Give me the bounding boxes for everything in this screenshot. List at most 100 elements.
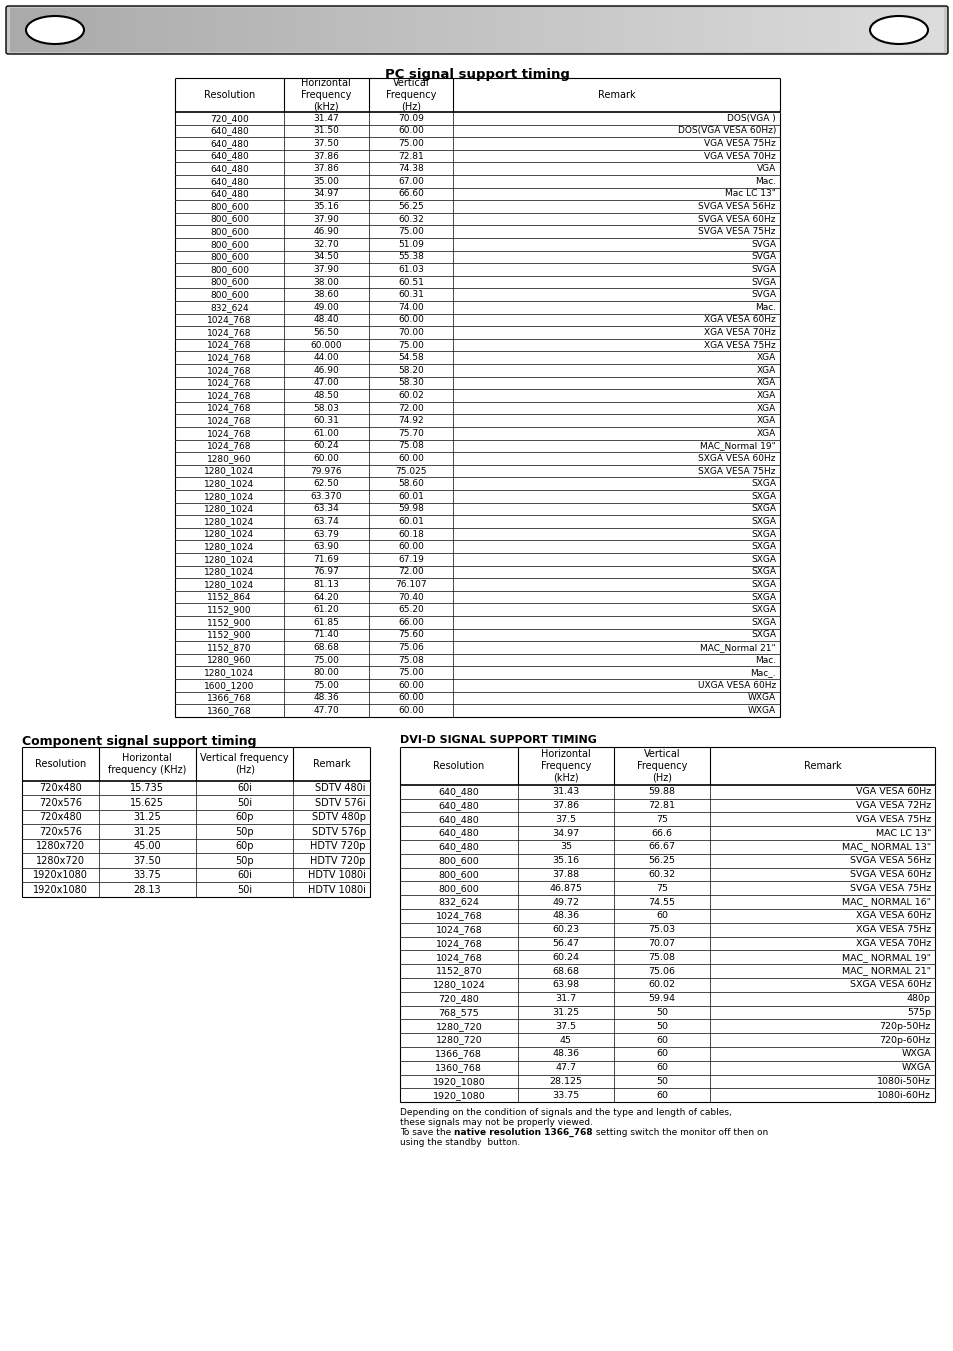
Text: 1920_1080: 1920_1080 [432, 1090, 485, 1100]
Text: 63.34: 63.34 [313, 504, 338, 513]
Text: WXGA: WXGA [747, 707, 775, 715]
Text: 1280_1024: 1280_1024 [204, 530, 254, 539]
Text: 79.976: 79.976 [310, 466, 342, 476]
Text: 75.00: 75.00 [313, 681, 339, 690]
Text: 31.7: 31.7 [555, 994, 576, 1004]
Text: 48.36: 48.36 [552, 1050, 578, 1058]
Text: VGA VESA 70Hz: VGA VESA 70Hz [703, 151, 775, 161]
Text: WXGA: WXGA [747, 693, 775, 703]
Text: Mac.: Mac. [754, 655, 775, 665]
Text: 1024_768: 1024_768 [207, 428, 252, 438]
Text: 72.81: 72.81 [397, 151, 423, 161]
Text: MAC_ NORMAL 21": MAC_ NORMAL 21" [841, 966, 930, 975]
Text: 720p-60Hz: 720p-60Hz [879, 1036, 930, 1044]
Text: 1280_1024: 1280_1024 [204, 567, 254, 577]
Text: 60.00: 60.00 [313, 454, 339, 463]
Text: 37.90: 37.90 [313, 265, 339, 274]
Text: SVGA: SVGA [750, 277, 775, 286]
Text: MAC_Normal 19": MAC_Normal 19" [700, 442, 775, 450]
Text: 640_480: 640_480 [438, 815, 478, 824]
Text: 44.00: 44.00 [314, 353, 338, 362]
Text: 50: 50 [656, 1008, 667, 1017]
Text: 1152_900: 1152_900 [207, 617, 252, 627]
Text: 1024_768: 1024_768 [435, 912, 481, 920]
Text: 47.00: 47.00 [313, 378, 338, 388]
Text: 60i: 60i [237, 784, 252, 793]
Text: 50: 50 [656, 1077, 667, 1086]
Text: 68.68: 68.68 [313, 643, 339, 653]
Text: 50i: 50i [237, 797, 252, 808]
Text: XGA VESA 70Hz: XGA VESA 70Hz [703, 328, 775, 336]
Text: 67.19: 67.19 [397, 555, 423, 563]
Text: WXGA: WXGA [901, 1063, 930, 1073]
Text: SDTV 480i: SDTV 480i [315, 784, 366, 793]
Text: 60i: 60i [237, 870, 252, 880]
Text: 34.50: 34.50 [313, 253, 338, 261]
Text: 800_600: 800_600 [210, 227, 249, 236]
Text: 31.25: 31.25 [133, 827, 161, 836]
Text: 1024_768: 1024_768 [207, 340, 252, 350]
Text: 35.16: 35.16 [313, 203, 339, 211]
Text: 59.98: 59.98 [397, 504, 423, 513]
Text: 62.50: 62.50 [313, 480, 338, 488]
Text: 1024_768: 1024_768 [207, 353, 252, 362]
Text: 34.97: 34.97 [552, 828, 578, 838]
Text: SXGA VESA 60Hz: SXGA VESA 60Hz [849, 981, 930, 989]
Text: 800_600: 800_600 [438, 870, 478, 880]
Text: 37.86: 37.86 [552, 801, 578, 811]
Text: SVGA: SVGA [750, 253, 775, 261]
Text: 75.06: 75.06 [648, 966, 675, 975]
Text: DOS(VGA VESA 60Hz): DOS(VGA VESA 60Hz) [677, 127, 775, 135]
Text: Depending on the condition of signals and the type and length of cables,: Depending on the condition of signals an… [399, 1108, 731, 1117]
Text: 720x480: 720x480 [39, 812, 82, 821]
Text: 60.51: 60.51 [397, 277, 423, 286]
Text: 38.00: 38.00 [313, 277, 339, 286]
Text: 60.32: 60.32 [397, 215, 423, 224]
Text: XGA: XGA [756, 416, 775, 426]
Text: 640_480: 640_480 [210, 127, 249, 135]
Text: SVGA VESA 60Hz: SVGA VESA 60Hz [849, 870, 930, 880]
Text: 60.31: 60.31 [313, 416, 339, 426]
Text: 1024_768: 1024_768 [207, 366, 252, 374]
Text: 59.88: 59.88 [648, 788, 675, 796]
Text: 50p: 50p [235, 827, 253, 836]
Text: 33.75: 33.75 [552, 1090, 578, 1100]
Text: 1280_960: 1280_960 [207, 454, 252, 463]
Text: SXGA: SXGA [750, 555, 775, 563]
Text: PC signal support timing: PC signal support timing [384, 68, 569, 81]
Text: SXGA: SXGA [750, 567, 775, 577]
Text: 800_600: 800_600 [210, 203, 249, 211]
Text: SVGA VESA 60Hz: SVGA VESA 60Hz [698, 215, 775, 224]
Text: 60.02: 60.02 [648, 981, 675, 989]
Text: 800_600: 800_600 [210, 265, 249, 274]
Text: SDTV 576p: SDTV 576p [312, 827, 366, 836]
Text: 61.85: 61.85 [313, 617, 339, 627]
Text: 640_480: 640_480 [210, 177, 249, 186]
Text: 75.08: 75.08 [397, 655, 423, 665]
Text: 640_480: 640_480 [438, 788, 478, 796]
Text: 70.40: 70.40 [397, 593, 423, 601]
Text: 480p: 480p [906, 994, 930, 1004]
Text: 28.13: 28.13 [133, 885, 161, 894]
FancyBboxPatch shape [6, 5, 947, 54]
Text: 60.01: 60.01 [397, 492, 423, 501]
Text: 56.25: 56.25 [397, 203, 423, 211]
Text: 1024_768: 1024_768 [435, 925, 481, 934]
Text: SXGA: SXGA [750, 530, 775, 539]
Text: 46.875: 46.875 [549, 884, 581, 893]
Text: 640_480: 640_480 [438, 801, 478, 811]
Text: 800_600: 800_600 [210, 239, 249, 249]
Text: Resolution: Resolution [34, 759, 86, 769]
Text: 75.60: 75.60 [397, 631, 423, 639]
Text: Horizontal
Frequency
(kHz): Horizontal Frequency (kHz) [540, 750, 591, 782]
Text: 47.7: 47.7 [555, 1063, 576, 1073]
Text: 61.03: 61.03 [397, 265, 423, 274]
Text: 76.107: 76.107 [395, 580, 426, 589]
Text: To save the: To save the [399, 1128, 454, 1138]
Text: 28.125: 28.125 [549, 1077, 581, 1086]
Text: 60.02: 60.02 [397, 390, 423, 400]
Ellipse shape [26, 16, 84, 45]
Text: 60: 60 [656, 1050, 667, 1058]
Text: 1280_1024: 1280_1024 [204, 517, 254, 526]
Text: 67.00: 67.00 [397, 177, 423, 186]
